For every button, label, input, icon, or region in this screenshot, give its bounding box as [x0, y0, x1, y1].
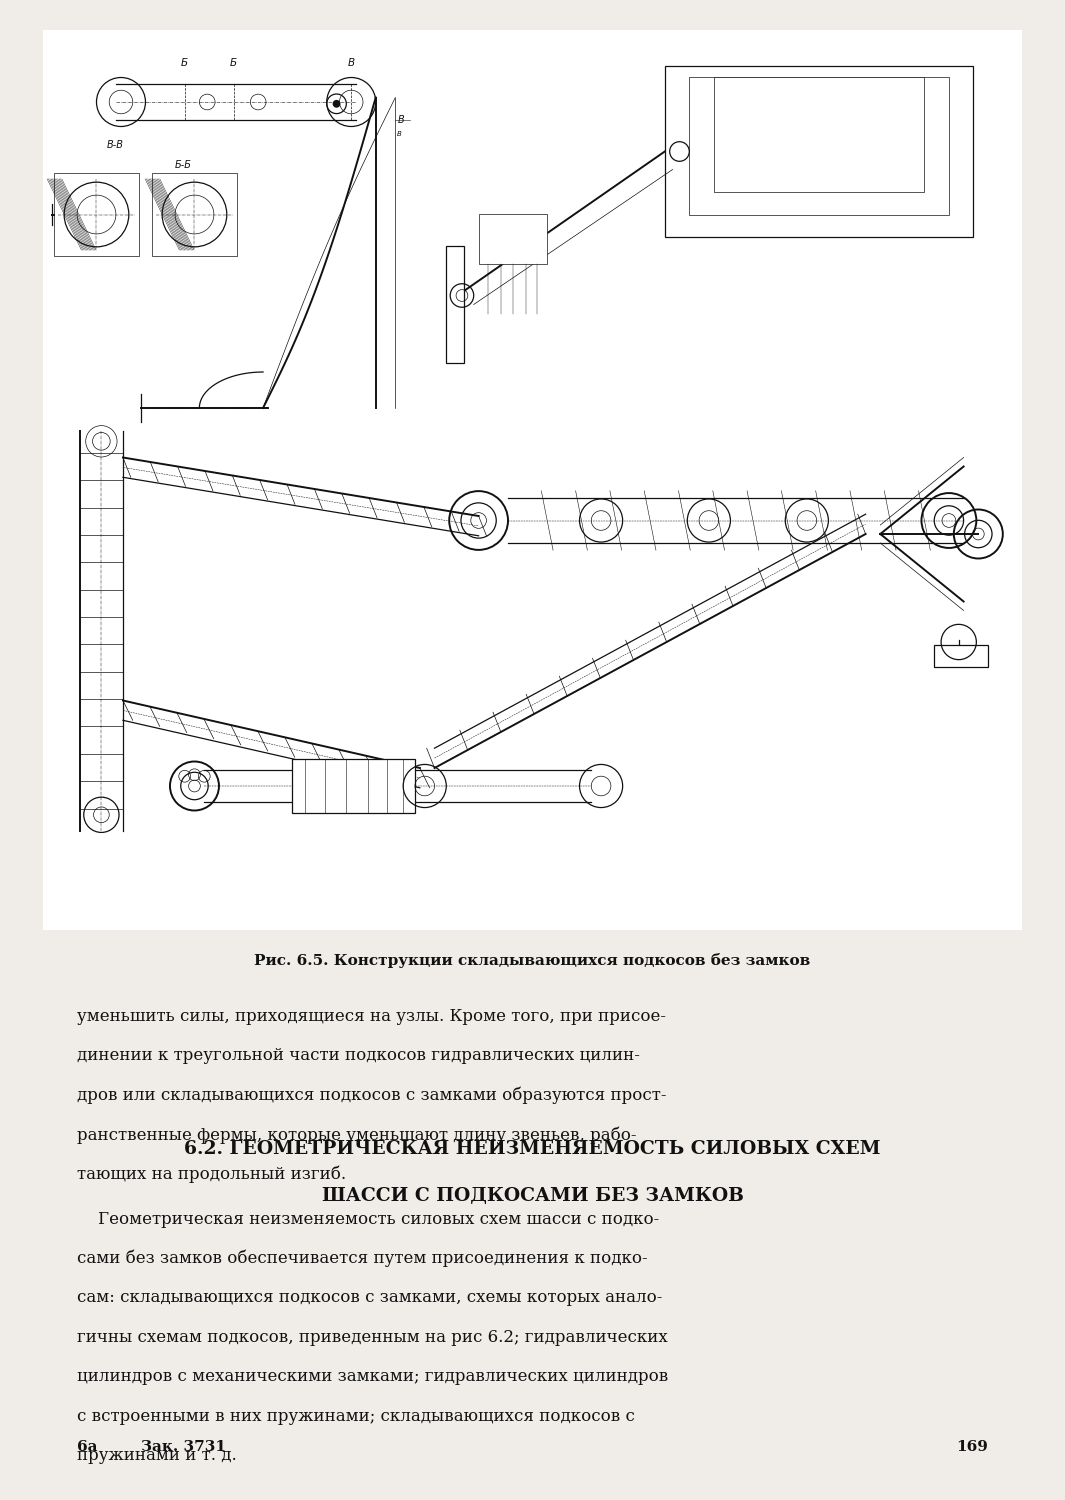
Text: Б: Б — [181, 58, 189, 68]
Bar — [446, 246, 464, 363]
Text: цилиндров с механическими замками; гидравлических цилиндров: цилиндров с механическими замками; гидра… — [77, 1368, 668, 1386]
Text: В: В — [347, 58, 355, 68]
Text: уменьшить силы, приходящиеся на узлы. Кроме того, при присое-: уменьшить силы, приходящиеся на узлы. Кр… — [77, 1008, 666, 1025]
Text: Б-Б: Б-Б — [175, 160, 192, 171]
Text: В-В: В-В — [106, 140, 124, 150]
Text: 6.2. ГЕОМЕТРИЧЕСКАЯ НЕИЗМЕНЯЕМОСТЬ СИЛОВЫХ СХЕМ: 6.2. ГЕОМЕТРИЧЕСКАЯ НЕИЗМЕНЯЕМОСТЬ СИЛОВ… — [184, 1140, 881, 1158]
Bar — [43, 30, 1022, 930]
Text: В: В — [397, 116, 404, 124]
Text: динении к треугольной части подкосов гидравлических цилин-: динении к треугольной части подкосов гид… — [77, 1047, 640, 1065]
Bar — [689, 76, 949, 214]
Bar — [665, 66, 973, 237]
Bar — [293, 759, 415, 813]
Ellipse shape — [332, 100, 341, 108]
Bar — [152, 172, 236, 256]
Text: ранственные фермы, которые уменьшают длину звеньев, рабо-: ранственные фермы, которые уменьшают дли… — [77, 1126, 636, 1144]
Text: сам: складывающихся подкосов с замками, схемы которых анало-: сам: складывающихся подкосов с замками, … — [77, 1290, 662, 1306]
Bar — [934, 645, 988, 668]
Text: Рис. 6.5. Конструкции складывающихся подкосов без замков: Рис. 6.5. Конструкции складывающихся под… — [255, 952, 810, 968]
Text: пружинами и т. д.: пружинами и т. д. — [77, 1448, 236, 1464]
Bar — [478, 214, 547, 264]
Text: Геометрическая неизменяемость силовых схем шасси с подко-: Геометрическая неизменяемость силовых сх… — [77, 1210, 659, 1227]
Text: ШАССИ С ПОДКОСАМИ БЕЗ ЗАМКОВ: ШАССИ С ПОДКОСАМИ БЕЗ ЗАМКОВ — [322, 1186, 743, 1204]
Text: гичны схемам подкосов, приведенным на рис 6.2; гидравлических: гичны схемам подкосов, приведенным на ри… — [77, 1329, 668, 1346]
Text: Б: Б — [230, 58, 237, 68]
Text: тающих на продольный изгиб.: тающих на продольный изгиб. — [77, 1166, 346, 1184]
Text: сами без замков обеспечивается путем присоединения к подко-: сами без замков обеспечивается путем при… — [77, 1250, 648, 1268]
Text: с встроенными в них пружинами; складывающихся подкосов с: с встроенными в них пружинами; складываю… — [77, 1408, 635, 1425]
Text: 169: 169 — [956, 1440, 988, 1454]
Text: Зак. 3731: Зак. 3731 — [141, 1440, 226, 1454]
Bar — [54, 172, 138, 256]
Text: 6а: 6а — [77, 1440, 97, 1454]
Bar — [714, 76, 924, 192]
Text: дров или складывающихся подкосов с замками образуются прост-: дров или складывающихся подкосов с замка… — [77, 1088, 667, 1104]
Text: В: В — [397, 130, 403, 136]
